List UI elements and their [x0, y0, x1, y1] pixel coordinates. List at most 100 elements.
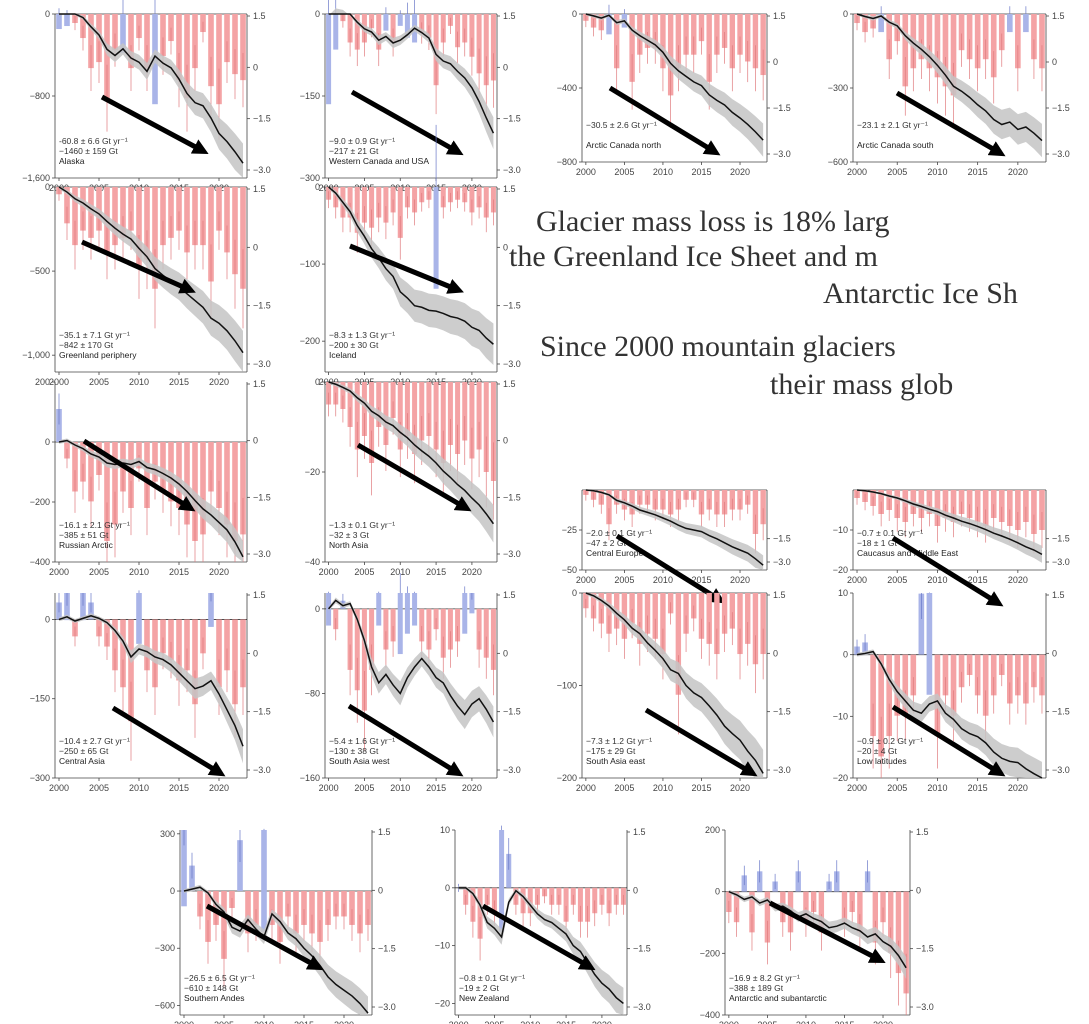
uncertainty-band	[458, 885, 624, 1015]
annual-bar	[361, 187, 367, 223]
annual-bar	[72, 187, 78, 246]
annual-bar	[160, 619, 166, 654]
annual-bar	[903, 891, 909, 994]
total-annotation: −842 ± 170 Gt	[59, 340, 114, 350]
annual-bar	[455, 382, 461, 454]
region-label: Western Canada and USA	[329, 156, 429, 166]
panel-15: 10 0 −10 −20 1.5 0 −1.5 −3.0 2000 2005 2010 2015 202…	[435, 825, 651, 1024]
x-tick-label: 2005	[89, 377, 109, 387]
cumulative-line	[59, 13, 244, 164]
left-tick-label: 0	[45, 9, 50, 19]
annual-bar	[376, 593, 382, 626]
annual-bar	[433, 187, 439, 289]
left-tick-label: −400	[557, 83, 577, 93]
x-tick-label: 2015	[426, 783, 446, 793]
cumulative-line	[728, 890, 907, 969]
annual-bar	[745, 14, 751, 62]
annual-bar	[752, 593, 759, 665]
right-tick-label: 0	[253, 62, 258, 72]
x-tick-label: 2010	[796, 1020, 816, 1024]
annual-bar	[224, 442, 230, 525]
annual-bar	[760, 490, 766, 525]
annual-bar	[1015, 14, 1021, 69]
annual-bar	[469, 14, 475, 57]
annual-bar	[476, 382, 482, 450]
annual-bar	[691, 14, 697, 55]
x-tick-label: 2020	[462, 783, 482, 793]
rate-annotation: −8.3 ± 1.3 Gt yr⁻¹	[329, 330, 395, 340]
right-tick-label: 1.5	[378, 827, 391, 837]
annual-bar	[982, 14, 989, 60]
uncertainty-band	[328, 187, 494, 365]
panel-12: 0 −100 −200 1.5 0 −1.5 −3.0 2000 2005 2010 2015 202…	[557, 588, 791, 793]
annual-bar	[483, 608, 489, 658]
trend-arrow	[891, 704, 1006, 777]
panel-16: 2000−200−4001.50−1.5−3.02000200520102015…	[700, 825, 934, 1024]
total-annotation: −18 ± 1 Gt	[857, 538, 898, 548]
right-tick-label: −3.0	[253, 165, 271, 175]
annual-bar	[982, 490, 989, 526]
left-tick-label: −1,000	[22, 350, 50, 360]
left-tick-label: −25	[562, 525, 577, 535]
left-tick-label: 0	[45, 182, 50, 192]
annual-bar	[455, 14, 461, 48]
total-annotation: −217 ± 21 Gt	[329, 146, 379, 156]
annual-bar	[880, 891, 886, 923]
annual-bar	[585, 887, 591, 922]
left-tick-label: −600	[155, 1000, 175, 1010]
left-tick-label: −20	[435, 998, 450, 1008]
annual-bar	[347, 382, 353, 427]
caption-line-4: Since 2000 mountain glaciers	[540, 330, 896, 364]
annual-bar	[1006, 654, 1013, 704]
annual-bar	[910, 654, 917, 696]
region-label: New Zealand	[459, 993, 509, 1003]
annual-bar	[613, 14, 620, 69]
x-tick-label: 2000	[449, 1020, 469, 1024]
right-tick-label: 0	[1052, 648, 1057, 658]
x-tick-label: 2010	[129, 567, 149, 577]
annual-bar	[706, 593, 712, 644]
annual-bar	[80, 593, 86, 621]
annual-bar	[660, 14, 666, 69]
annual-bar	[144, 14, 150, 69]
annual-bar	[729, 14, 736, 69]
annual-bar	[982, 654, 989, 716]
right-tick-label: 1.5	[773, 590, 786, 600]
annual-bar	[404, 14, 410, 38]
x-tick-label: 2010	[653, 783, 673, 793]
annual-bar	[455, 608, 461, 642]
annual-bar	[176, 442, 182, 508]
x-tick-label: 2010	[129, 783, 149, 793]
annual-bar	[476, 14, 482, 74]
annual-bar	[483, 187, 489, 218]
uncertainty-band	[184, 884, 368, 1015]
x-tick-label: 2020	[209, 783, 229, 793]
annual-bar	[476, 608, 482, 650]
annual-bar	[966, 14, 973, 60]
annual-bar	[652, 14, 658, 48]
annual-bar	[184, 14, 190, 99]
left-tick-label: −50	[562, 565, 577, 575]
x-tick-label: 2015	[968, 575, 988, 585]
annual-bar	[490, 14, 496, 81]
region-label: Caucasus and Middle East	[857, 548, 959, 558]
annual-bar	[990, 654, 997, 696]
cumulative-line	[585, 592, 764, 774]
caption-line-3: Antarctic Ice Sh	[823, 277, 1018, 311]
rate-annotation: -60.8 ± 6.6 Gt yr⁻¹	[59, 136, 128, 146]
cumulative-line	[856, 650, 1043, 779]
annual-bar	[470, 887, 476, 922]
region-label: Arctic Canada north	[586, 140, 661, 150]
x-tick-label: 2015	[691, 575, 711, 585]
left-tick-label: −400	[30, 557, 50, 567]
annual-bar	[397, 14, 403, 26]
annual-bar	[365, 891, 371, 925]
annual-bar	[1039, 490, 1045, 530]
annual-bar	[120, 619, 126, 688]
annual-bar	[606, 593, 612, 634]
rate-annotation: −26.5 ± 6.5 Gt yr⁻¹	[184, 973, 255, 983]
annual-bar	[942, 14, 949, 87]
annual-bar	[462, 14, 468, 43]
trend-arrow	[615, 533, 726, 604]
